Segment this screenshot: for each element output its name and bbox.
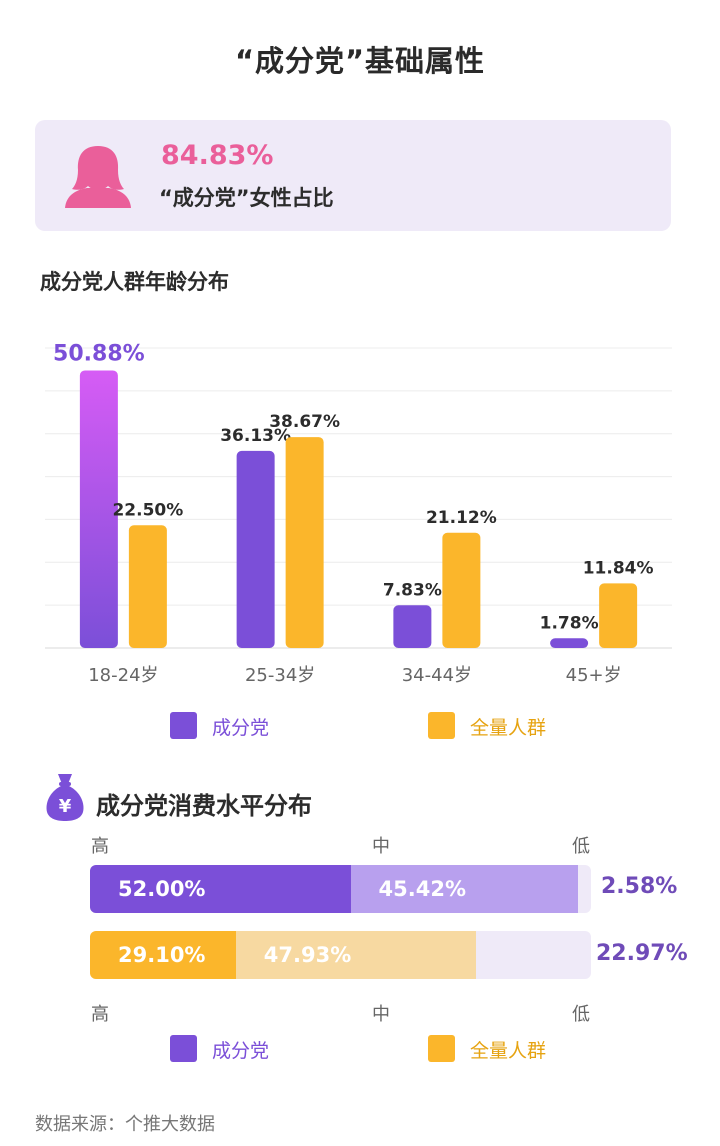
x-tick-label-3: 45+岁 bbox=[566, 665, 622, 686]
data-label-quanliang-3: 11.84% bbox=[583, 558, 654, 578]
svg-text:¥: ¥ bbox=[59, 796, 72, 817]
legend-swatch-chengfen bbox=[170, 1035, 197, 1062]
spend-seg-high bbox=[90, 865, 351, 913]
level-label-mid: 中 bbox=[372, 836, 390, 857]
data-source: 数据来源：个推大数据 bbox=[35, 1114, 215, 1135]
x-tick-label-0: 18-24岁 bbox=[88, 665, 158, 686]
spend-chart-title: 成分党消费水平分布 bbox=[96, 792, 312, 820]
spend-seg-mid bbox=[235, 931, 476, 979]
spend-low-value-chengfen: 2.58% bbox=[601, 874, 678, 899]
spend-bar-quanliang: 29.10% 47.93% bbox=[90, 931, 591, 979]
female-percent: 84.83% bbox=[161, 140, 274, 171]
data-label-chengfen-1: 36.13% bbox=[220, 426, 291, 446]
spend-bar-chengfen: 52.00% 45.42% bbox=[90, 865, 591, 913]
money-bag-icon: ¥ bbox=[46, 774, 84, 821]
legend-label-quanliang: 全量人群 bbox=[470, 717, 547, 739]
spend-seg-label-mid: 45.42% bbox=[378, 877, 466, 901]
bar-chengfen-0 bbox=[79, 370, 118, 648]
bar-chengfen-3 bbox=[550, 638, 589, 648]
spend-seg-label-high: 52.00% bbox=[118, 877, 206, 901]
legend-label-chengfen: 成分党 bbox=[212, 1040, 270, 1062]
page-title: “成分党”基础属性 bbox=[234, 44, 486, 78]
data-label-quanliang-1: 38.67% bbox=[269, 412, 340, 432]
legend-swatch-quanliang bbox=[428, 1035, 455, 1062]
level-label-high-bottom: 高 bbox=[91, 1004, 109, 1025]
woman-icon bbox=[65, 146, 131, 208]
level-label-low: 低 bbox=[572, 836, 590, 857]
data-label-chengfen-3: 1.78% bbox=[540, 613, 599, 633]
bar-quanliang-3 bbox=[599, 583, 638, 648]
spend-seg-low bbox=[475, 931, 591, 979]
level-label-low-bottom: 低 bbox=[572, 1004, 590, 1025]
data-label-chengfen-0: 50.88% bbox=[53, 341, 145, 366]
data-label-chengfen-2: 7.83% bbox=[383, 580, 442, 600]
female-ratio-card: 84.83% “成分党”女性占比 bbox=[35, 120, 671, 231]
level-label-mid-bottom: 中 bbox=[372, 1004, 390, 1025]
x-tick-label-2: 34-44岁 bbox=[402, 665, 472, 686]
spend-seg-label-high: 29.10% bbox=[118, 943, 206, 967]
bar-quanliang-1 bbox=[285, 437, 324, 648]
data-label-quanliang-0: 22.50% bbox=[112, 500, 183, 520]
legend-label-chengfen: 成分党 bbox=[212, 717, 270, 739]
level-label-high: 高 bbox=[91, 836, 109, 857]
spend-seg-low bbox=[578, 865, 591, 913]
spend-seg-mid bbox=[350, 865, 579, 913]
legend-swatch-chengfen bbox=[170, 712, 197, 739]
bar-quanliang-2 bbox=[442, 532, 481, 648]
legend-label-quanliang: 全量人群 bbox=[470, 1040, 547, 1062]
legend-swatch-quanliang bbox=[428, 712, 455, 739]
x-tick-label-1: 25-34岁 bbox=[245, 665, 315, 686]
female-label: “成分党”女性占比 bbox=[159, 186, 334, 210]
bar-chengfen-1 bbox=[236, 450, 275, 648]
spend-seg-high bbox=[90, 931, 236, 979]
spend-seg-label-mid: 47.93% bbox=[263, 943, 352, 967]
bar-quanliang-0 bbox=[128, 525, 167, 648]
age-distribution-chart: 50.88% 22.50% 18-24岁 36.13%38.67% 25-34岁 7.83… bbox=[45, 341, 672, 686]
bar-chengfen-2 bbox=[393, 605, 432, 648]
age-chart-title: 成分党人群年龄分布 bbox=[40, 270, 229, 294]
spend-low-value-quanliang: 22.97% bbox=[596, 941, 688, 966]
data-label-quanliang-2: 21.12% bbox=[426, 508, 497, 528]
